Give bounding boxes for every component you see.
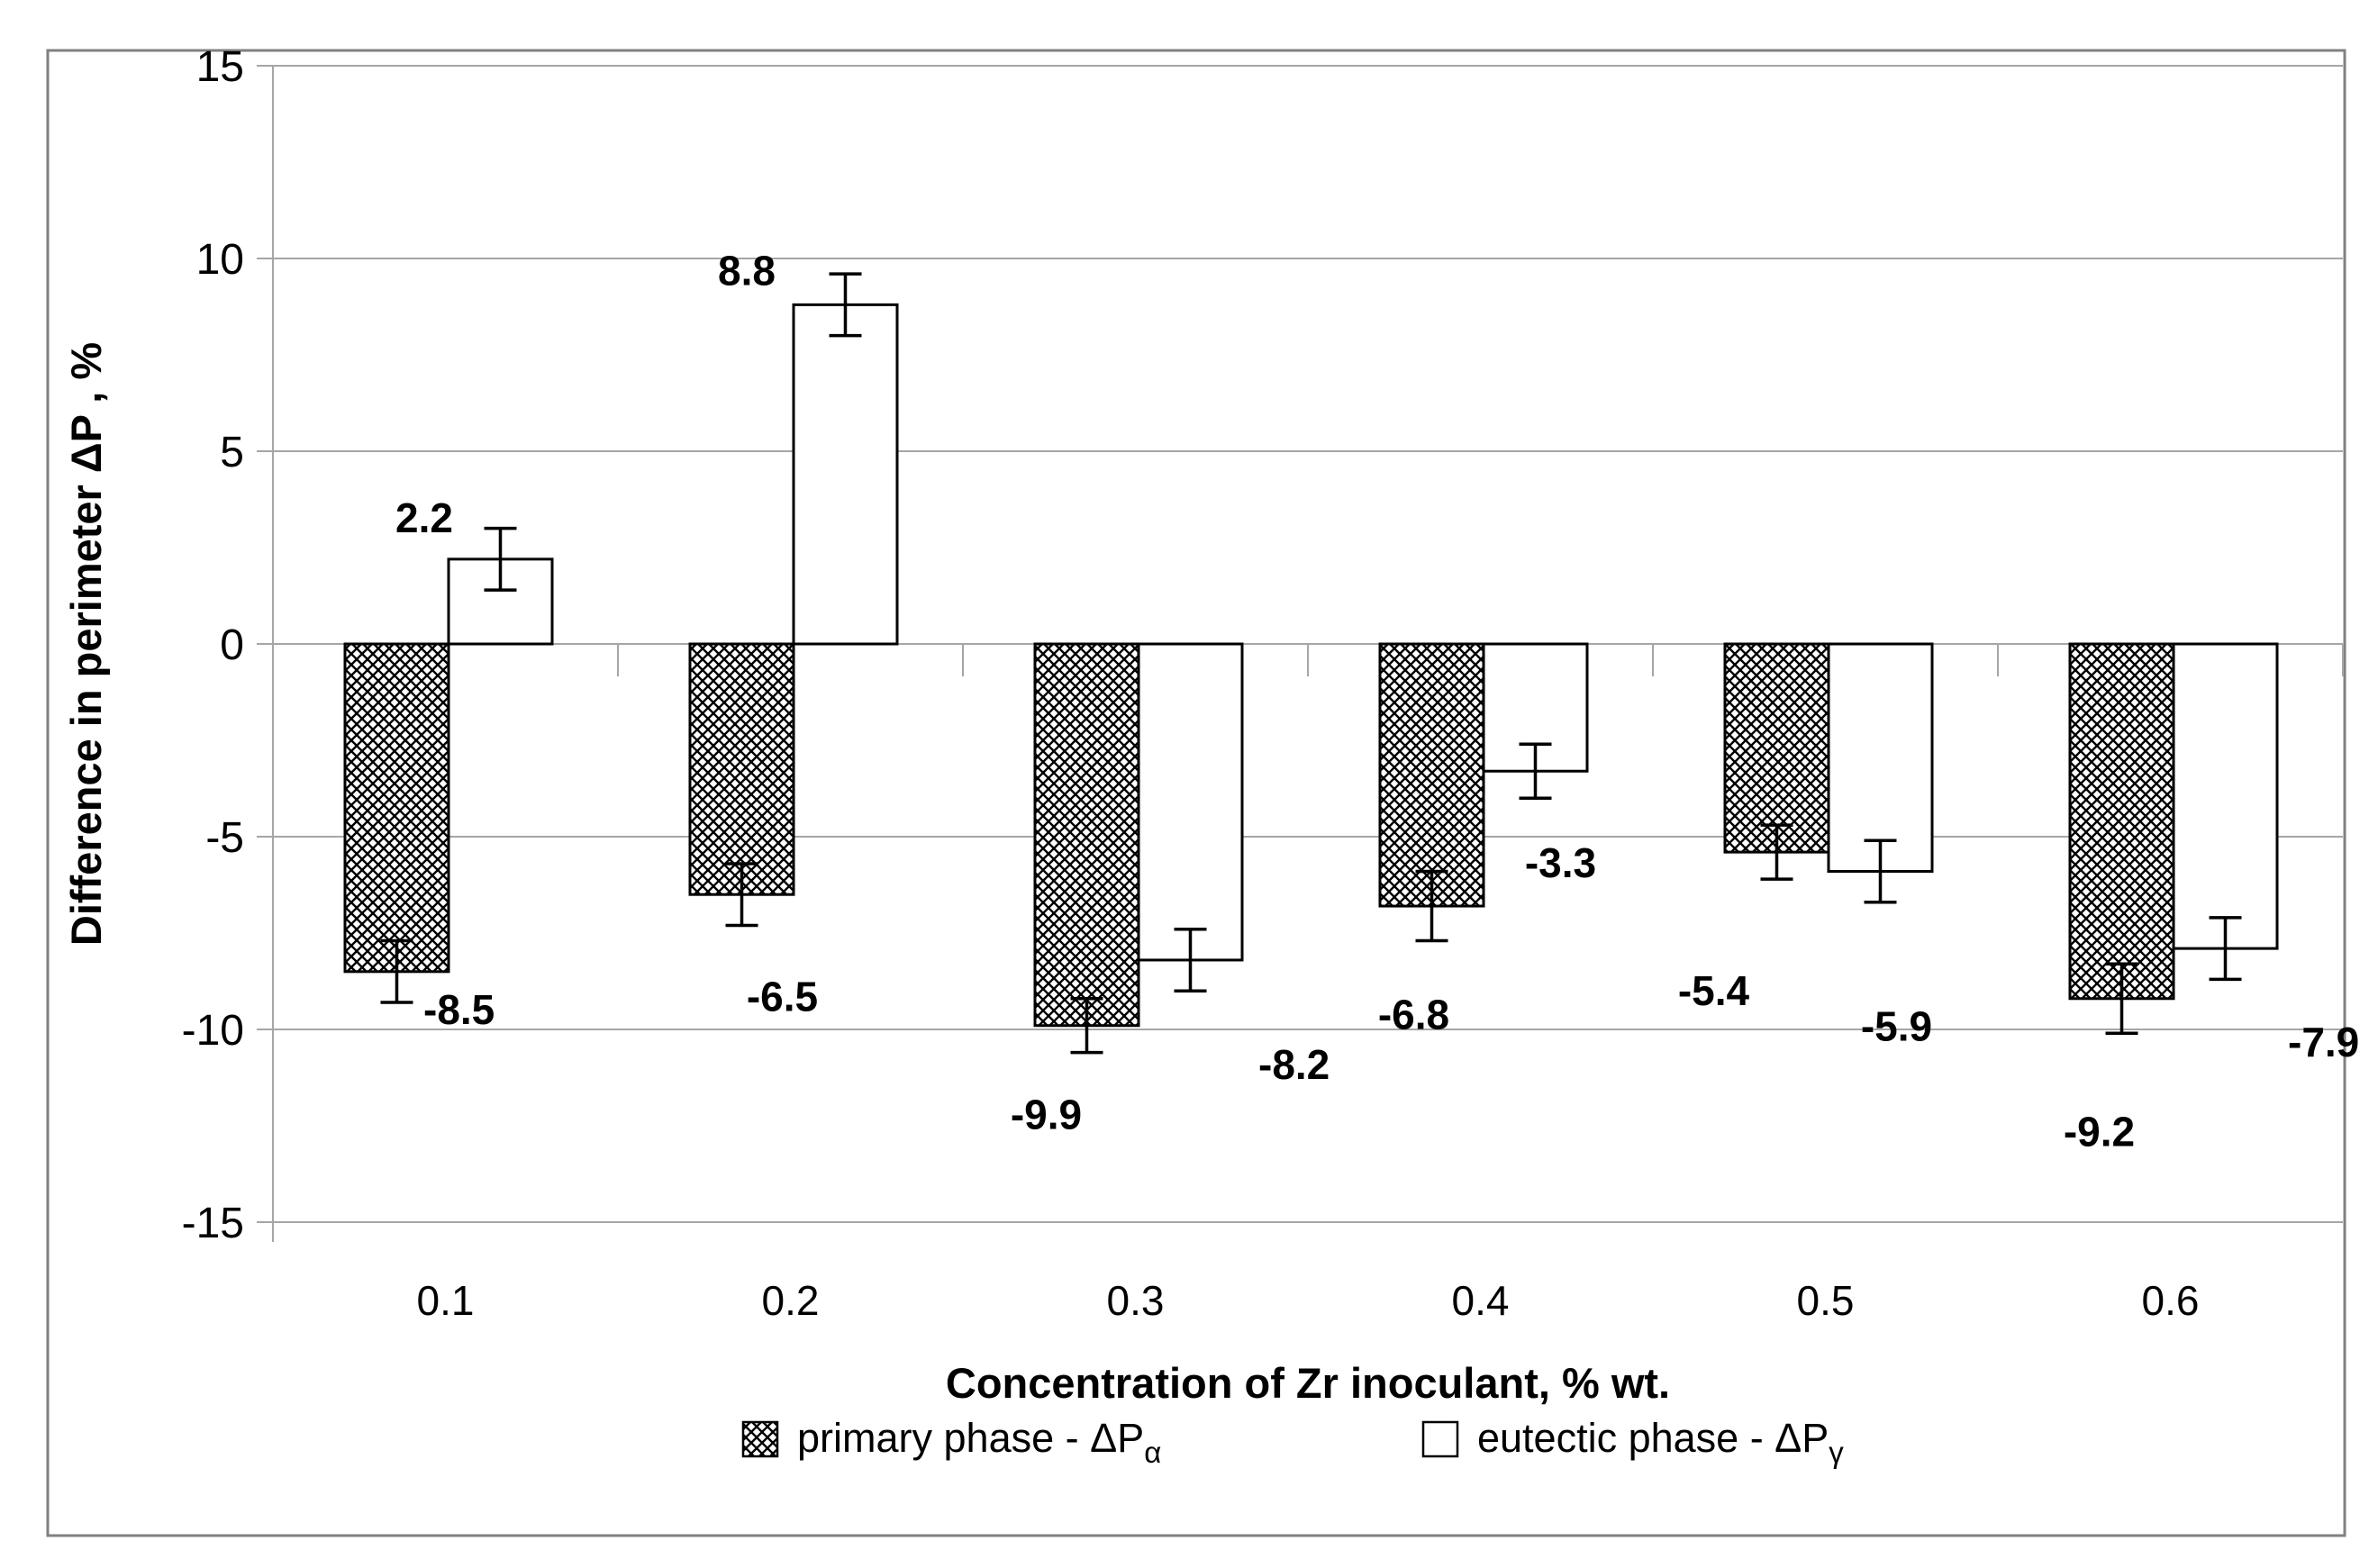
- error-bar-eutectic-0.4: [1519, 742, 1552, 800]
- bar-eutectic-0.2: [792, 303, 899, 646]
- y-tick-label--10: -10: [182, 1007, 244, 1055]
- bar-primary-0.6: [2068, 642, 2175, 1001]
- bar-primary-0.3: [1033, 642, 1140, 1028]
- bar-primary-0.2: [688, 642, 795, 896]
- bar-primary-0.1: [343, 642, 450, 974]
- error-bar-primary-0.2: [725, 862, 758, 928]
- data-label-eutectic-0.1: 2.2: [395, 494, 453, 541]
- x-category-label-0.5: 0.5: [1797, 1277, 1855, 1324]
- y-tick-label--15: -15: [182, 1200, 244, 1247]
- error-bar-primary-0.4: [1415, 869, 1448, 943]
- data-label-primary-0.1: -8.5: [423, 986, 495, 1033]
- y-tick-label-5: 5: [220, 429, 244, 476]
- error-bar-eutectic-0.3: [1174, 927, 1207, 992]
- x-category-label-0.6: 0.6: [2142, 1277, 2200, 1324]
- x-category-label-0.4: 0.4: [1452, 1277, 1510, 1324]
- data-label-eutectic-0.4: -3.3: [1525, 839, 1596, 886]
- bar-eutectic-0.3: [1137, 642, 1244, 962]
- x-category-label-0.1: 0.1: [417, 1277, 475, 1324]
- bar-eutectic-0.5: [1827, 642, 1934, 874]
- data-label-primary-0.5: -5.4: [1678, 967, 1750, 1014]
- data-label-primary-0.4: -6.8: [1378, 992, 1449, 1038]
- error-bar-eutectic-0.1: [484, 526, 517, 592]
- legend-swatch-eutectic: [1421, 1420, 1459, 1458]
- y-axis-title: Difference in perimeter ΔP , %: [62, 342, 110, 946]
- data-label-primary-0.3: -9.9: [1011, 1092, 1082, 1138]
- error-bar-eutectic-0.5: [1864, 838, 1897, 904]
- bar-eutectic-0.6: [2172, 642, 2279, 950]
- error-bar-primary-0.1: [380, 938, 413, 1004]
- data-label-eutectic-0.2: 8.8: [718, 247, 776, 294]
- data-label-primary-0.6: -9.2: [2064, 1108, 2135, 1155]
- error-bar-primary-0.3: [1070, 997, 1103, 1055]
- error-bar-eutectic-0.6: [2209, 916, 2242, 982]
- data-label-primary-0.2: -6.5: [747, 973, 818, 1020]
- x-axis-title: Concentration of Zr inoculant, % wt.: [946, 1359, 1670, 1407]
- data-label-eutectic-0.6: -7.9: [2288, 1019, 2359, 1065]
- x-category-label-0.3: 0.3: [1107, 1277, 1165, 1324]
- data-label-eutectic-0.5: -5.9: [1861, 1003, 1932, 1050]
- error-bar-primary-0.6: [2105, 962, 2138, 1036]
- error-bar-primary-0.5: [1760, 823, 1793, 881]
- legend-label-primary: primary phase - ΔPα: [797, 1415, 1161, 1469]
- error-bars-group: [380, 272, 2242, 1055]
- y-tick-label-0: 0: [220, 621, 244, 669]
- bar-primary-0.4: [1378, 642, 1485, 908]
- bar-primary-0.5: [1723, 642, 1830, 854]
- error-bar-eutectic-0.2: [829, 272, 862, 338]
- y-tick-label--5: -5: [205, 814, 244, 862]
- y-tick-label-15: 15: [196, 43, 244, 91]
- legend-swatch-primary: [741, 1420, 779, 1458]
- y-tick-label-10: 10: [196, 236, 244, 284]
- legend-label-eutectic: eutectic phase - ΔPγ: [1477, 1415, 1844, 1469]
- legend: primary phase - ΔPα eutectic phase - ΔPγ: [741, 1415, 1844, 1469]
- data-label-eutectic-0.3: -8.2: [1258, 1041, 1330, 1088]
- data-labels-group: -8.5 -6.5 -9.9 -6.8 -5.4 -9.2 2.2 8.8 -8.2 -3.3 -5…: [395, 247, 2359, 1155]
- x-category-label-0.2: 0.2: [762, 1277, 820, 1324]
